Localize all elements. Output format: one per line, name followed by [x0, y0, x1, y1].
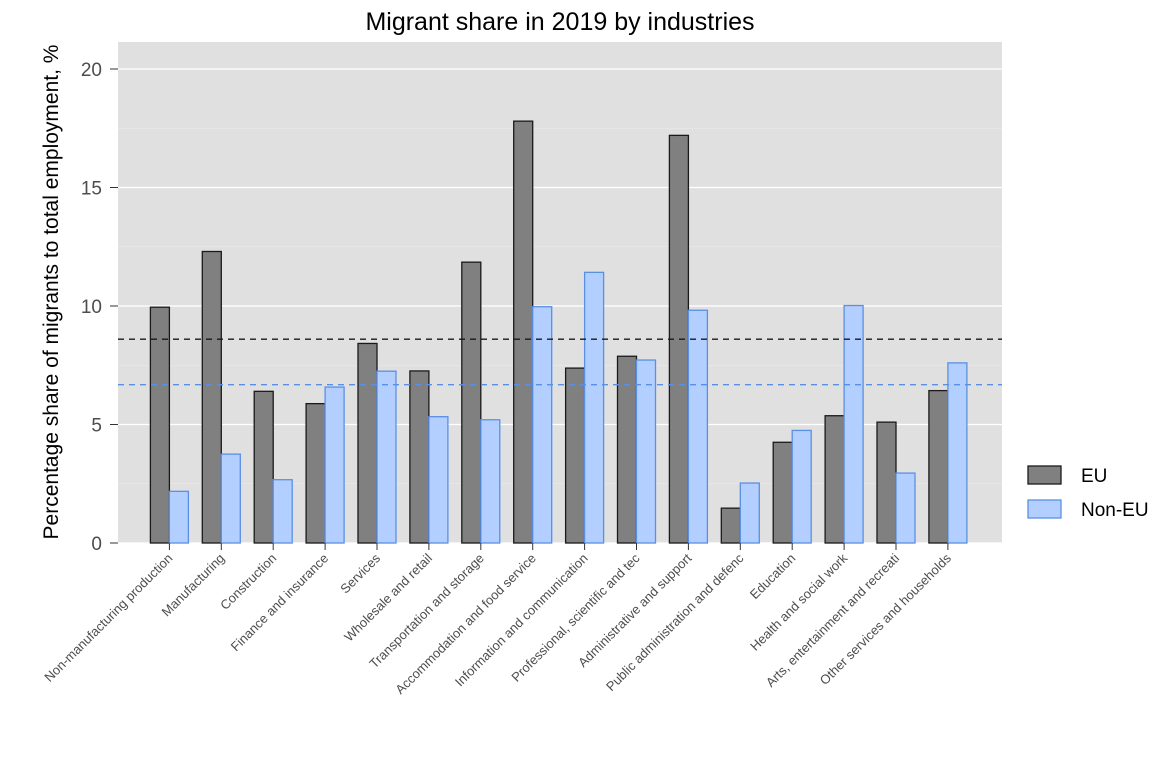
bar-non-eu — [947, 362, 968, 544]
bar-non-eu — [739, 482, 760, 544]
bar-non-eu — [480, 419, 501, 544]
bar-non-eu — [843, 304, 864, 544]
x-tick-label: Education — [747, 551, 798, 602]
bars — [149, 120, 968, 544]
bar-non-eu — [895, 472, 916, 544]
y-tick-label: 15 — [81, 179, 102, 200]
y-tick-label: 5 — [91, 416, 102, 437]
bar-non-eu — [791, 429, 812, 544]
y-axis-ticks: 0 5 10 15 20 — [81, 60, 118, 555]
bar-eu — [305, 402, 326, 544]
bar-eu — [876, 421, 897, 544]
legend-label: EU — [1081, 466, 1107, 487]
bar-eu — [564, 367, 586, 544]
bar-eu — [513, 120, 534, 544]
x-tick-label: Wholesale and retail — [341, 550, 435, 644]
bar-non-eu — [376, 370, 397, 544]
legend: EU Non-EU — [1027, 465, 1149, 521]
bar-non-eu — [583, 271, 605, 544]
x-tick-label: Finance and insurance — [228, 551, 332, 655]
bar-eu — [824, 415, 845, 544]
y-tick-label: 10 — [81, 297, 102, 318]
x-tick-label: Non-manufacturing production — [41, 551, 175, 685]
bar-eu — [928, 389, 949, 544]
y-tick-label: 0 — [91, 534, 102, 555]
bar-eu — [772, 441, 793, 544]
bar-non-eu — [687, 309, 709, 544]
bar-non-eu — [635, 359, 657, 544]
average-lines — [118, 338, 1002, 386]
x-tick-label: Health and social work — [747, 550, 850, 653]
bar-eu — [357, 342, 378, 544]
bar-non-eu — [272, 479, 293, 544]
bar-non-eu — [532, 306, 553, 544]
y-axis-label: Percentage share of migrants to total em… — [40, 45, 63, 540]
legend-label: Non-EU — [1081, 500, 1149, 521]
chart-title: Migrant share in 2019 by industries — [365, 8, 754, 36]
bar-non-eu — [324, 386, 345, 544]
bar-non-eu — [220, 453, 241, 544]
bar-eu — [149, 306, 171, 544]
x-tick-label: Services — [337, 550, 383, 596]
bar-non-eu — [428, 416, 449, 544]
bar-eu — [720, 507, 741, 544]
x-axis-ticks: Non-manufacturing productionManufacturin… — [41, 543, 954, 697]
bar-eu — [409, 370, 430, 544]
legend-swatch — [1027, 465, 1062, 485]
bar-non-eu — [168, 490, 190, 544]
y-tick-label: 20 — [81, 60, 102, 81]
plot-panel — [118, 42, 1002, 543]
legend-swatch — [1027, 499, 1062, 519]
bar-eu — [201, 250, 222, 544]
bar-eu — [253, 390, 274, 544]
bar-eu — [461, 261, 482, 544]
